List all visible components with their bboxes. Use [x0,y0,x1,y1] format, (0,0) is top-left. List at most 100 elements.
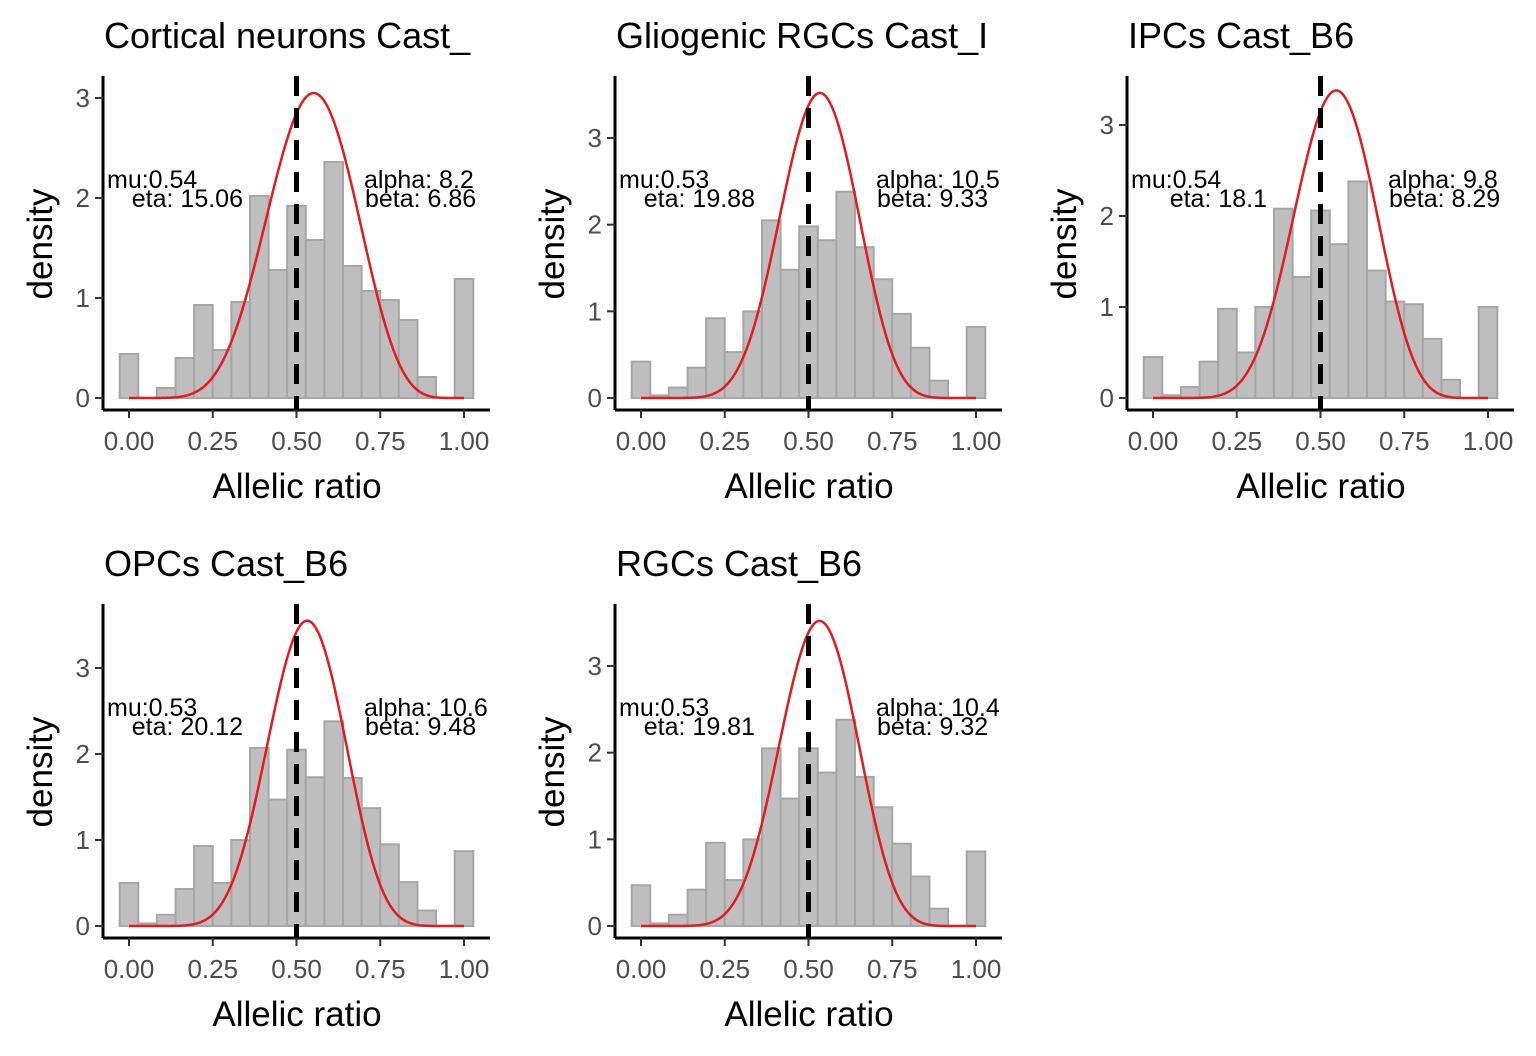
x-tick-label: 1.00 [951,954,1002,984]
histogram-bar [453,278,475,399]
histogram-bar [816,771,838,927]
x-tick-label: 1.00 [951,426,1002,456]
histogram-bar [174,888,196,927]
histogram-bar [174,357,196,399]
panel-title: IPCs Cast_B6 [1128,15,1354,56]
y-tick-label: 2 [588,210,602,240]
panel-title: Cortical neurons Cast_ [104,15,471,56]
x-tick-label: 0.50 [271,954,322,984]
histogram-bar [1366,269,1387,400]
annotation-alpha: alpha: 10.6 [364,694,488,722]
y-tick-label: 0 [1100,383,1114,413]
histogram-bar [193,845,214,927]
x-tick-label: 0.50 [1295,426,1346,456]
beta-fit-curve [641,91,976,400]
annotation-phi: eta: 20.12 [132,713,243,741]
histogram-bar [965,850,987,927]
y-tick-label: 1 [76,825,90,855]
y-tick-label: 2 [76,739,90,769]
histogram-bar [1328,243,1350,399]
histogram-bar [760,219,782,399]
histogram-bar [705,841,726,927]
histogram-bar [230,839,251,927]
histogram-bar [686,888,708,928]
annotation-phi: eta: 18.1 [1170,185,1267,213]
histogram-bar [1179,386,1201,399]
histogram-bar [779,797,801,928]
annotation-alpha: alpha: 8.2 [364,166,474,194]
histogram-bar [667,386,689,400]
histogram-bar [909,346,931,400]
x-tick-label: 0.75 [867,954,918,984]
histogram-bar [835,718,857,927]
histogram-bar [323,161,345,399]
panel-title: RGCs Cast_B6 [616,543,862,584]
histogram-bar [630,884,652,927]
histogram-bar [705,317,726,399]
annotation-beta: beta: 8.29 [1389,185,1500,213]
x-axis-title: Allelic ratio [724,995,893,1034]
histogram-bar [397,881,419,928]
histogram-bar [686,366,708,400]
histogram-bar [779,268,801,400]
histogram-bar [1198,360,1220,400]
x-axis-title: Allelic ratio [724,467,893,506]
y-tick-label: 3 [588,651,602,681]
histogram-bar [742,310,763,399]
y-axis-title: density [21,716,60,827]
y-axis-title: density [21,188,60,299]
histogram-bar [248,195,270,399]
histogram-bar [248,746,270,927]
x-tick-label: 0.25 [699,426,750,456]
annotation-beta: beta: 9.33 [877,185,988,213]
x-tick-label: 0.75 [867,426,918,456]
x-tick-label: 0.75 [1379,426,1430,456]
y-tick-label: 2 [588,738,602,768]
x-tick-label: 0.25 [699,954,750,984]
annotation-alpha: alpha: 10.5 [876,166,1000,194]
histogram-bar [816,239,838,399]
histogram-bar [416,909,438,927]
y-tick-label: 2 [1100,201,1114,231]
x-tick-label: 1.00 [1463,426,1514,456]
y-axis-title: density [533,716,572,827]
histogram-bar [342,265,363,399]
x-tick-label: 0.25 [187,426,238,456]
y-tick-label: 3 [76,83,90,113]
histogram-bar [323,720,345,927]
annotation-beta: beta: 6.86 [365,185,476,213]
histogram-bar [760,747,782,927]
histogram-bar [118,882,140,927]
annotation-phi: eta: 15.06 [132,185,243,213]
y-tick-label: 1 [588,296,602,326]
histogram-bar [155,913,177,928]
x-tick-label: 0.00 [104,954,155,984]
annotation-beta: beta: 9.48 [365,713,476,741]
histogram-bar [118,353,140,399]
histogram-bar [267,798,289,927]
histogram-bar [193,304,214,399]
annotation-mu: mu:0.53 [619,694,709,722]
x-tick-label: 0.75 [355,954,406,984]
annotation-mu: mu:0.54 [1131,166,1221,194]
histogram-bar [909,875,931,928]
x-tick-label: 0.00 [616,954,667,984]
y-tick-label: 3 [588,123,602,153]
x-tick-label: 0.00 [104,426,155,456]
histogram-bar [928,907,950,928]
panel-title: Gliogenic RGCs Cast_I [616,15,988,56]
y-tick-label: 0 [76,911,90,941]
x-axis-title: Allelic ratio [212,995,381,1034]
histogram-bar [1291,275,1313,399]
annotation-phi: eta: 19.88 [644,185,755,213]
histogram-bar [1477,306,1499,399]
x-tick-label: 0.25 [1211,426,1262,456]
annotation-beta: beta: 9.32 [877,713,988,741]
y-tick-label: 0 [588,383,602,413]
y-tick-label: 3 [1100,110,1114,140]
